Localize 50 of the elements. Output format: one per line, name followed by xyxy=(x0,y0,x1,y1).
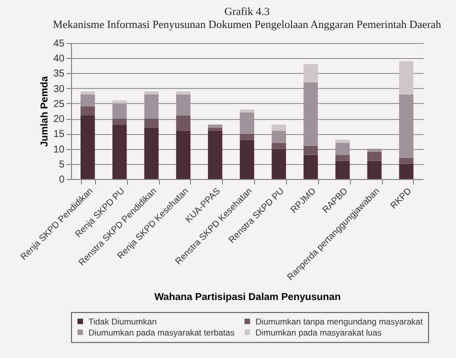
bar xyxy=(367,152,382,161)
bar xyxy=(399,158,414,164)
y-tick-label: 0 xyxy=(58,174,65,186)
bar xyxy=(176,130,190,179)
bar xyxy=(112,124,127,179)
y-tick-label: 20 xyxy=(53,114,65,126)
bar xyxy=(144,128,159,179)
bar xyxy=(144,91,159,94)
y-tick-label: 30 xyxy=(53,84,65,95)
bar xyxy=(80,106,95,116)
bar xyxy=(367,160,382,179)
bar xyxy=(112,100,127,104)
bar xyxy=(208,128,222,131)
legend-label: Diumumkan pada masyarakat terbatas xyxy=(88,327,234,338)
bar xyxy=(272,124,286,131)
bar xyxy=(176,116,190,131)
legend-label: Diumumkan tanpa mengundang masyarakat xyxy=(256,316,424,326)
bar xyxy=(272,142,286,149)
bar xyxy=(399,164,414,179)
y-tick-label: 5 xyxy=(58,159,65,170)
bar xyxy=(272,148,286,179)
legend-label: Tidak Diumumkan xyxy=(88,316,157,326)
y-tick-label: 15 xyxy=(53,129,65,140)
bar xyxy=(240,134,254,140)
y-tick-label: 40 xyxy=(53,54,65,65)
y-tick-label: 25 xyxy=(53,98,65,110)
bar xyxy=(208,124,222,128)
bar xyxy=(240,140,254,179)
bar xyxy=(335,140,350,143)
bar xyxy=(304,64,318,82)
bar xyxy=(176,91,190,94)
bar xyxy=(399,61,414,94)
bar xyxy=(335,154,350,161)
bar xyxy=(80,91,95,94)
y-tick-label: 10 xyxy=(53,144,65,156)
x-axis-title: Wahana Partisipasi Dalam Penyusunan xyxy=(154,292,341,304)
bar xyxy=(304,154,318,179)
bar xyxy=(335,160,350,179)
bar xyxy=(240,109,254,113)
bar xyxy=(80,116,95,179)
bar xyxy=(304,146,318,155)
y-tick-label: 45 xyxy=(53,38,65,50)
y-tick-label: 35 xyxy=(53,68,65,80)
legend-label: Dimumkan pada masyarakat luas xyxy=(256,327,382,338)
bar xyxy=(144,118,159,128)
chart-title: Grafik 4.3 xyxy=(224,6,270,18)
bar xyxy=(112,118,127,125)
bar xyxy=(208,130,222,179)
chart-subtitle: Mekanisme Informasi Penyusunan Dokumen Pengelolaan Anggaran Pemerintah Daerah xyxy=(52,19,442,31)
y-axis-title: Jumlah Pemda xyxy=(39,76,50,147)
